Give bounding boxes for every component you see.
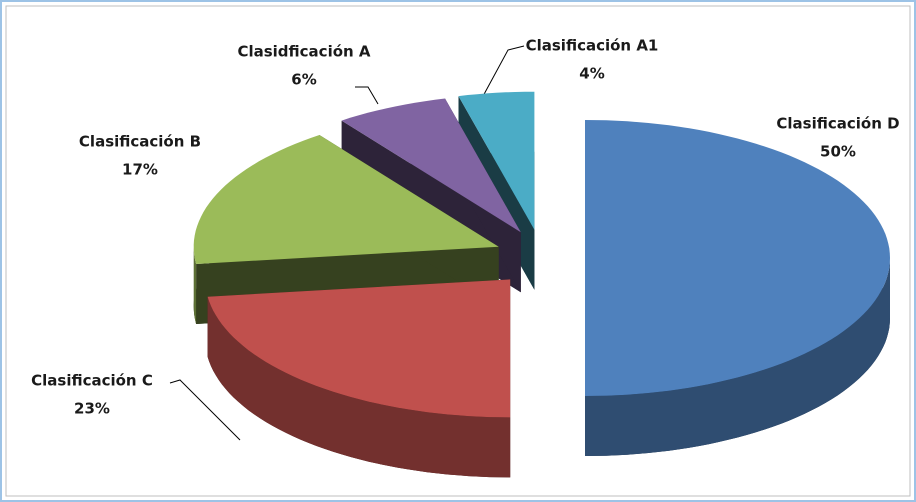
- category-label: Clasidficación A: [237, 43, 370, 61]
- value-label: 4%: [579, 65, 604, 83]
- value-label: 6%: [291, 71, 316, 89]
- value-label: 17%: [122, 161, 158, 179]
- slice: [341, 98, 521, 233]
- labels: Clasificación D 50% Clasificación C 23% Clas…: [31, 37, 899, 418]
- category-label: Clasificación A1: [526, 37, 659, 55]
- slice: [585, 120, 890, 396]
- slice-wall: [207, 296, 511, 478]
- slice-group: [585, 120, 890, 456]
- slices: [193, 91, 890, 478]
- slice-group: [207, 279, 511, 478]
- category-label: Clasificación D: [776, 115, 899, 133]
- slice: [207, 279, 511, 418]
- slice-wall: [585, 258, 890, 456]
- category-label: Clasificación B: [79, 133, 201, 151]
- slice-wall: [193, 246, 197, 324]
- leader-line: [355, 86, 379, 105]
- category-label: Clasificación C: [31, 372, 153, 390]
- slice: [458, 91, 535, 230]
- value-label: 50%: [820, 143, 856, 161]
- leader-line: [481, 45, 525, 99]
- value-label: 23%: [74, 400, 110, 418]
- slice: [193, 135, 499, 264]
- leader-line: [169, 379, 241, 441]
